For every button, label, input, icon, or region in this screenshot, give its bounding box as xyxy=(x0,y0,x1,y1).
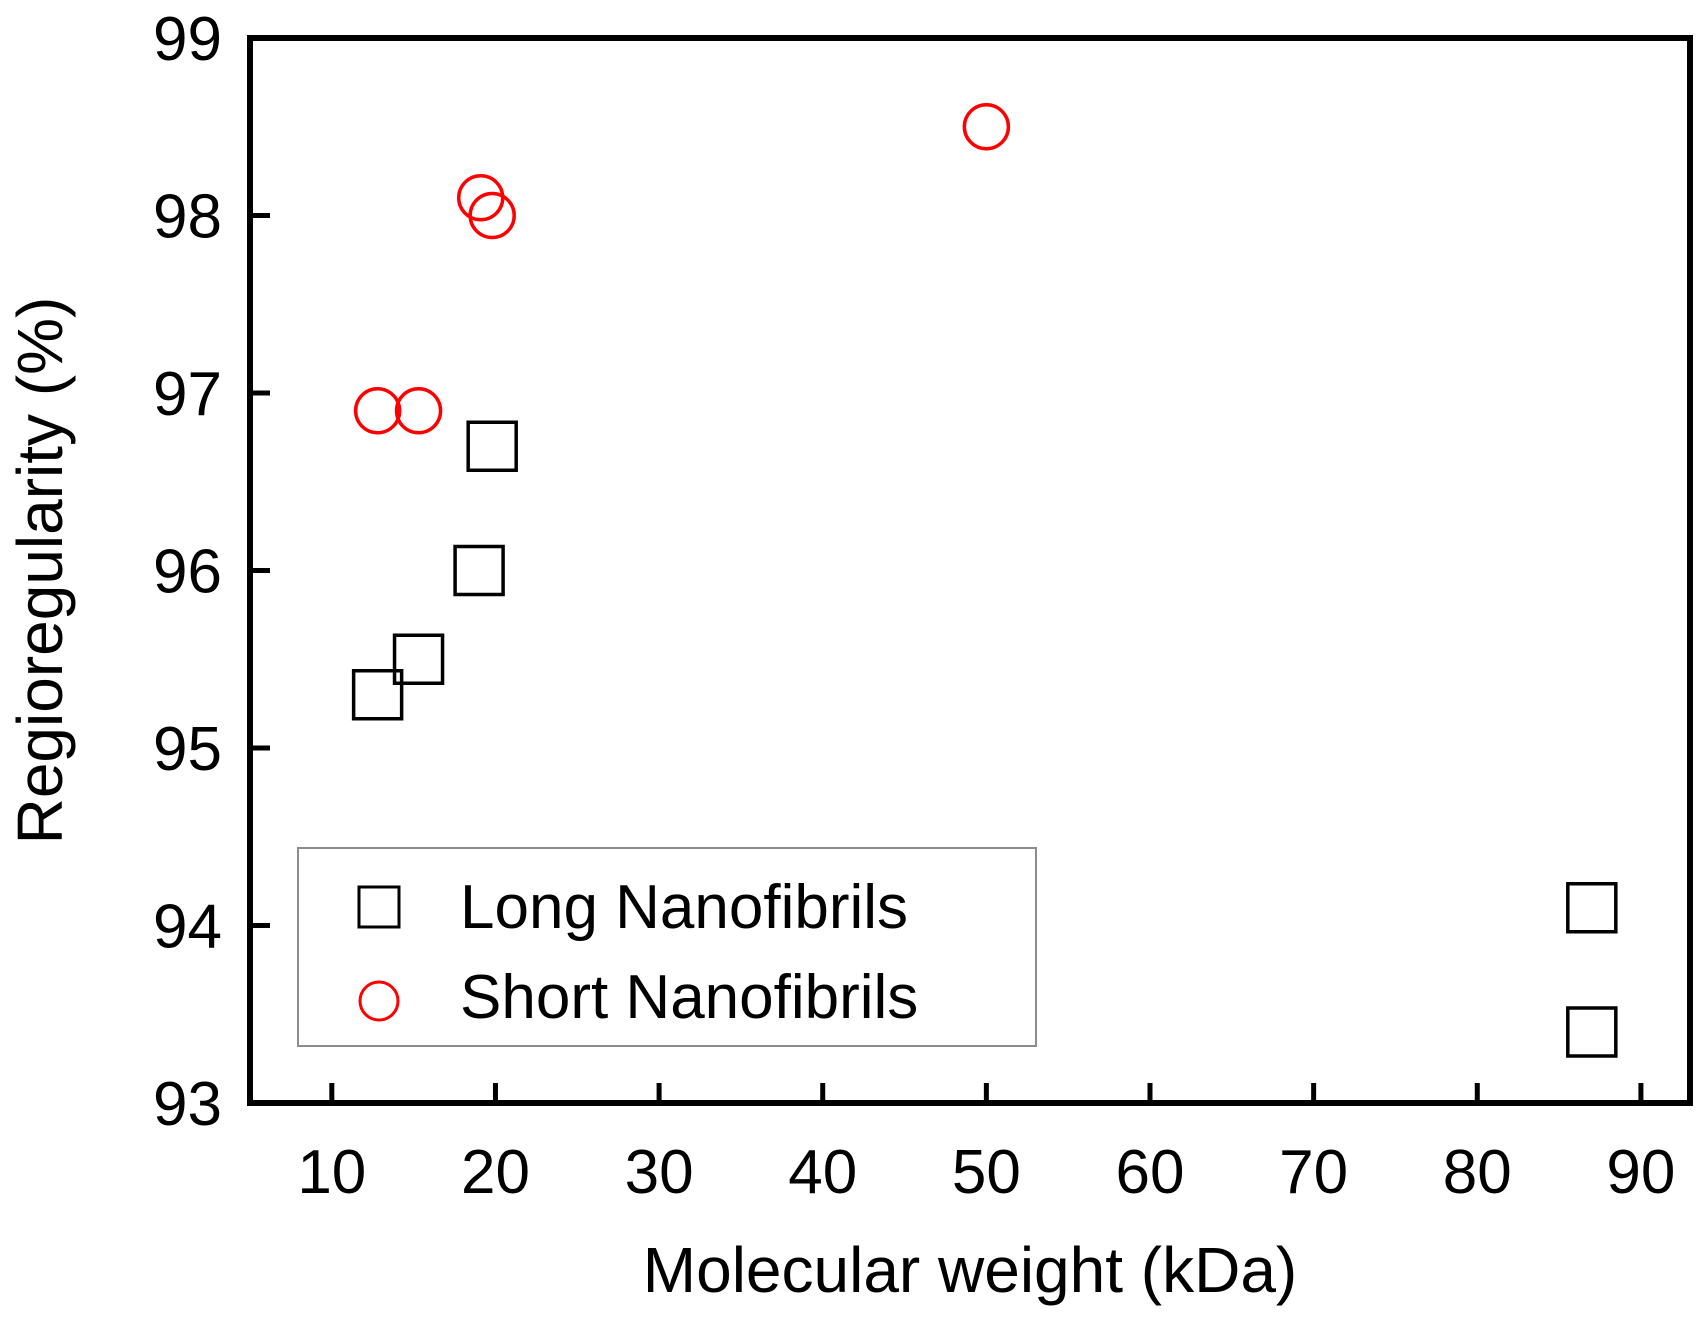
point-long-nanofibrils-5 xyxy=(1566,1006,1618,1058)
legend-marker-short-nanofibrils xyxy=(358,980,400,1022)
x-tick-label-50: 50 xyxy=(952,1138,1021,1207)
tick-labels: 10 20 30 40 50 60 70 80 90 93 94 95 96 97 98 99 xyxy=(153,5,1675,1207)
x-axis-title: Molecular weight (kDa) xyxy=(643,1234,1297,1306)
data-points xyxy=(351,103,1618,1058)
x-tick-label-80: 80 xyxy=(1443,1138,1512,1207)
x-tick-label-20: 20 xyxy=(461,1138,530,1207)
legend-marker-long-nanofibrils xyxy=(357,885,401,929)
x-tick-label-10: 10 xyxy=(297,1138,366,1207)
point-long-nanofibrils-2 xyxy=(453,544,505,597)
x-tick-label-60: 60 xyxy=(1116,1138,1185,1207)
x-tick-label-40: 40 xyxy=(788,1138,857,1207)
point-short-nanofibrils-1 xyxy=(394,387,443,435)
point-long-nanofibrils-0 xyxy=(351,669,404,721)
y-tick-label-94: 94 xyxy=(153,893,222,962)
point-short-nanofibrils-3 xyxy=(468,191,516,240)
legend: Long Nanofibrils Short Nanofibrils xyxy=(297,847,1037,1047)
x-tick-label-90: 90 xyxy=(1606,1138,1675,1207)
y-axis-title: Regioregularity (%) xyxy=(4,297,76,845)
legend-label-short-nanofibrils: Short Nanofibrils xyxy=(460,963,918,1032)
y-tick-label-96: 96 xyxy=(153,538,222,607)
plot-frame xyxy=(247,35,1693,1106)
y-tick-label-98: 98 xyxy=(153,183,222,252)
y-tick-label-97: 97 xyxy=(153,360,222,429)
y-tick-label-99: 99 xyxy=(153,5,222,74)
point-short-nanofibrils-0 xyxy=(353,387,402,435)
point-long-nanofibrils-3 xyxy=(466,420,518,472)
point-short-nanofibrils-4 xyxy=(962,103,1011,151)
y-tick-label-95: 95 xyxy=(153,715,222,784)
legend-label-long-nanofibrils: Long Nanofibrils xyxy=(460,873,908,942)
x-tick-label-70: 70 xyxy=(1279,1138,1348,1207)
x-tick-label-30: 30 xyxy=(625,1138,694,1207)
point-long-nanofibrils-1 xyxy=(392,633,445,685)
y-tick-label-93: 93 xyxy=(153,1070,222,1139)
point-long-nanofibrils-4 xyxy=(1566,882,1618,934)
axis-ticks xyxy=(250,35,1644,1106)
legend-box xyxy=(297,847,1037,1047)
